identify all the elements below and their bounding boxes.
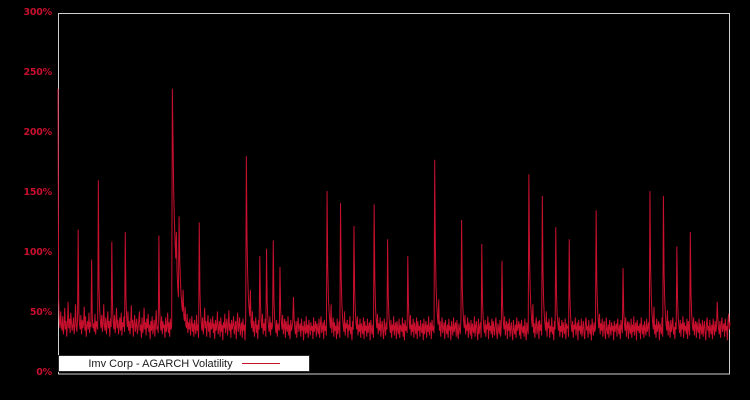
legend-line-swatch bbox=[241, 363, 280, 364]
ytick-label-200: 200% bbox=[23, 127, 52, 138]
ytick-label-50: 50% bbox=[29, 307, 52, 318]
ytick-label-300: 300% bbox=[23, 7, 52, 18]
chart-legend: Imv Corp - AGARCH Volatility bbox=[58, 355, 310, 372]
ytick-label-150: 150% bbox=[23, 187, 52, 198]
ytick-label-250: 250% bbox=[23, 67, 52, 78]
volatility-series bbox=[57, 88, 731, 341]
legend-entry-label: Imv Corp - AGARCH Volatility bbox=[88, 357, 233, 370]
series-line-imv-corp-agarch-volatility bbox=[57, 88, 731, 341]
ytick-label-100: 100% bbox=[23, 247, 52, 258]
ytick-label-0: 0% bbox=[36, 367, 52, 378]
